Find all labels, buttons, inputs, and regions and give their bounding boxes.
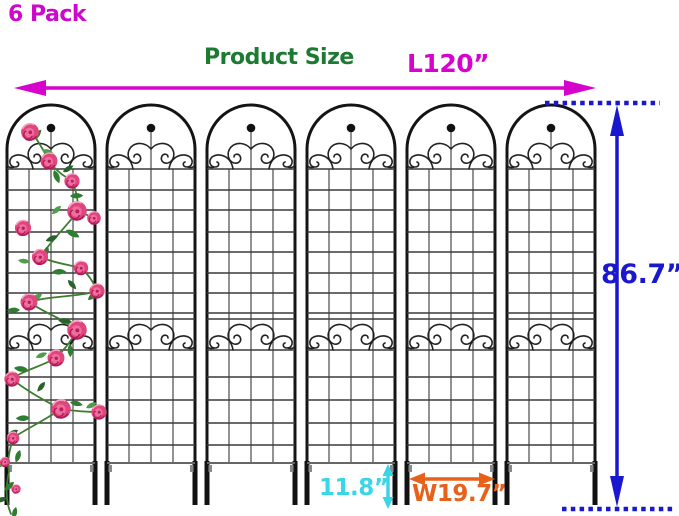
- product-size-title: Product Size: [204, 45, 354, 70]
- trellis-panel-3: [206, 105, 295, 505]
- height-dimension: 86.7”: [601, 259, 679, 290]
- trellis-panel-6: [506, 105, 595, 505]
- ground-insert-arrow: [382, 464, 394, 509]
- trellis-panels: [6, 105, 595, 505]
- trellis-panel-2: [106, 105, 195, 505]
- trellis-panel-4: [306, 105, 395, 505]
- pack-count-label: 6 Pack: [8, 2, 87, 27]
- ground-insert-dimension: 11.8”: [319, 475, 389, 501]
- panel-width-arrow: [409, 472, 495, 486]
- rose-vine: [0, 122, 108, 516]
- panel-width-dimension: W19.7”: [412, 481, 507, 507]
- length-arrow: [14, 80, 596, 96]
- length-dimension: L120”: [407, 49, 490, 78]
- height-arrow: [610, 105, 624, 507]
- trellis-panel-5: [406, 105, 495, 505]
